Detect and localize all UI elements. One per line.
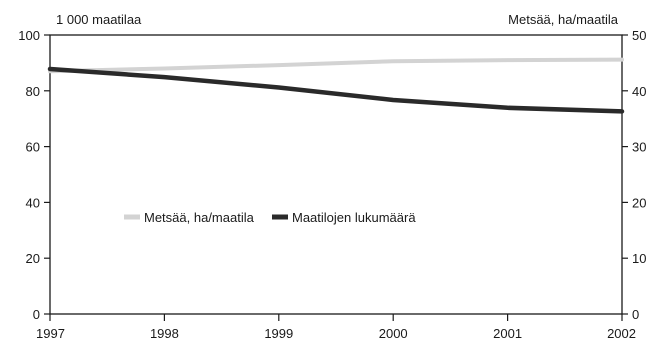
left-tick-label: 40 — [26, 195, 40, 210]
axes: 0 20 40 60 80 100 0 10 20 30 40 50 1997 1998 1999 2000 2… — [18, 28, 646, 341]
left-tick-label: 60 — [26, 140, 40, 155]
x-tick-label: 2001 — [493, 326, 522, 341]
right-tick-label: 0 — [632, 307, 639, 322]
left-tick-label: 100 — [18, 28, 40, 43]
left-tick-label: 80 — [26, 84, 40, 99]
right-tick-label: 50 — [632, 28, 646, 43]
legend-label: Metsää, ha/maatila — [144, 210, 255, 225]
right-tick-label: 30 — [632, 140, 646, 155]
left-tick-label: 0 — [33, 307, 40, 322]
legend-label: Maatilojen lukumäärä — [292, 210, 416, 225]
left-axis-title: 1 000 maatilaa — [56, 12, 142, 27]
x-tick-label: 1999 — [264, 326, 293, 341]
series-lines — [47, 57, 625, 114]
series-line-maatilojen — [47, 66, 625, 114]
x-tick-label: 2002 — [607, 326, 636, 341]
plot-frame — [49, 34, 623, 315]
right-tick-label: 10 — [632, 251, 646, 266]
x-tick-label: 1998 — [150, 326, 179, 341]
right-tick-label: 40 — [632, 84, 646, 99]
right-tick-label: 20 — [632, 195, 646, 210]
right-axis-title: Metsää, ha/maatila — [508, 12, 619, 27]
x-tick-label: 2000 — [379, 326, 408, 341]
legend: Metsää, ha/maatila Maatilojen lukumäärä — [124, 210, 416, 225]
left-tick-label: 20 — [26, 251, 40, 266]
series-line-metsaa — [48, 57, 624, 74]
x-tick-label: 1997 — [36, 326, 65, 341]
